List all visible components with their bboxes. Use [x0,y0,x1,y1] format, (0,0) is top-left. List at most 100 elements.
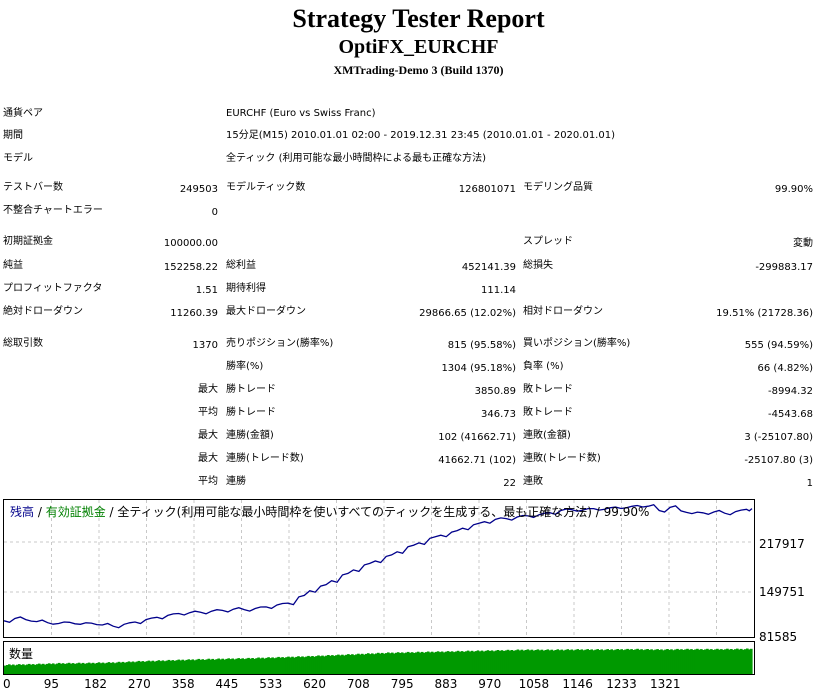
spread-value: 変動 [793,238,813,249]
volume-bar [740,648,743,674]
quality-value: 99.90% [774,184,813,195]
volume-bar [137,660,141,674]
volume-bar [299,657,302,674]
volume-bar [363,654,366,674]
volume-bar [89,663,93,674]
volume-bar [438,652,442,674]
volume-bar [4,665,7,674]
mismatch-value: 0 [211,207,218,218]
volume-bar [460,651,464,674]
max-win-value: 3850.89 [474,386,516,397]
model-value: 全ティック (利用可能な最小時間枠による最も正確な方法) [226,153,487,164]
volume-bar [598,650,601,674]
volume-bar [452,652,456,674]
volume-bar [331,655,334,674]
volume-bar [692,650,695,674]
volume-bar [319,656,322,674]
volume-bar [400,652,404,674]
volume-bar [371,653,374,674]
volume-bar [516,649,520,674]
volume-bar [450,651,454,674]
volume-bar [281,657,284,674]
volume-bar [490,650,494,674]
x-tick-label: 358 [171,677,195,691]
volume-bar [640,649,643,674]
volume-bar [225,658,228,674]
volume-bar [325,655,328,674]
max-drawdown-value: 29866.65 (12.02%) [419,308,516,319]
period-label: 期間 [3,130,23,141]
volume-bar [143,661,147,674]
volume-bar [620,649,623,674]
volume-bar [61,663,65,674]
loss-pct-value: 66 (4.82%) [757,363,813,374]
volume-bar [396,652,400,674]
volume-bar [187,659,191,674]
volume-bar [57,662,61,674]
legend-equity: 有効証拠金 [45,505,106,519]
volume-bar [113,663,117,674]
volume-bar [261,657,264,674]
volume-bar [233,659,236,674]
volume-bar [646,649,649,674]
volume-bar [43,664,47,674]
volume-bar [171,660,175,674]
volume-bar [309,656,312,674]
volume-bar [95,663,99,674]
volume-bar [412,653,416,674]
volume-bar [398,653,402,674]
volume-bar [107,662,111,674]
volume-bar [167,659,171,674]
volume-bar [614,649,617,674]
cons-loss-count-value: -25107.80 (3) [744,455,813,466]
volume-bar [470,650,474,674]
volume-bar [660,649,663,674]
volume-label: 数量 [9,647,34,661]
rel-drawdown-label: 相対ドローダウン [523,306,603,317]
loss-pct-label: 負率 (%) [523,361,564,372]
volume-bar [169,660,173,674]
volume-bar [422,652,426,674]
volume-bar [87,662,91,674]
volume-bar [301,656,304,674]
volume-bar [628,649,631,674]
volume-bar [121,661,125,674]
volume-bar [153,661,157,674]
volume-bar [576,649,580,674]
cons-loss-amount-value: 3 (-25107.80) [744,432,813,443]
volume-bar [724,649,727,674]
volume-bar [257,657,260,674]
volume-bar [131,661,135,674]
volume-bar [512,650,516,674]
volume-bar [351,654,354,674]
volume-bar [568,650,572,674]
avg-prefix-1: 平均 [198,407,218,418]
expected-payoff-value: 111.14 [481,285,516,296]
volume-bar [211,658,214,674]
volume-bar [680,649,683,674]
volume-bar [726,648,729,674]
volume-bar [201,659,205,674]
volume-bar [367,653,370,674]
volume-bar [548,650,552,674]
model-label: モデル [3,153,33,164]
volume-bar [71,663,75,674]
volume-bar [147,660,151,674]
volume-bar [341,654,344,674]
volume-bar [504,650,508,674]
volume-bar [345,654,348,674]
volume-bar [638,649,641,674]
volume-bar [454,651,458,674]
volume-bar [305,656,308,674]
x-tick-label: 883 [434,677,458,691]
legend-description: / 全ティック(利用可能な最小時間枠を使いすべてのティックを生成する、最も正確な… [105,505,650,519]
volume-bar [393,653,396,674]
volume-bar [115,662,119,674]
volume-bar [664,649,667,674]
x-tick-label: 270 [127,677,151,691]
volume-bar [534,650,538,674]
volume-bar [546,649,550,674]
report-build: XMTrading-Demo 3 (Build 1370) [333,63,504,77]
volume-bar [728,649,731,674]
volume-bar [496,650,500,674]
